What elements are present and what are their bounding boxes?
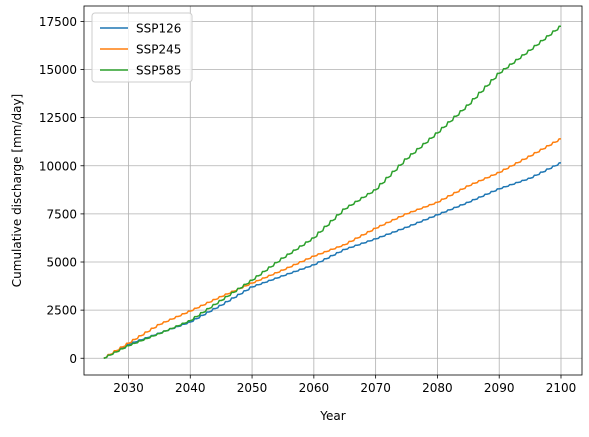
x-tick-label: 2100 (546, 381, 577, 395)
legend-label: SSP585 (136, 64, 181, 78)
axes (80, 5, 583, 379)
y-tick-label: 5000 (46, 256, 77, 270)
x-axis-label: Year (319, 409, 345, 423)
y-tick-label: 7500 (46, 207, 77, 221)
legend-label: SSP245 (136, 43, 181, 57)
y-tick-label: 10000 (39, 159, 77, 173)
legend-label: SSP126 (136, 22, 181, 36)
y-tick-label: 0 (69, 352, 77, 366)
x-tick-label: 2060 (299, 381, 330, 395)
x-tick-label: 2070 (360, 381, 391, 395)
legend: SSP126 SSP245 SSP585 (91, 12, 193, 83)
y-tick-label: 2500 (46, 304, 77, 318)
legend-box (91, 12, 193, 83)
series-lines (103, 25, 561, 359)
plot-frame (83, 5, 583, 376)
tick-labels: 2030 2040 2050 2060 2070 2080 2090 2100 0 2500 500… (39, 15, 576, 395)
series-line-ssp585 (103, 25, 561, 359)
y-axis-label: Cumulative discharge [mm/day] (10, 94, 24, 287)
x-tick-label: 2030 (113, 381, 144, 395)
y-tick-label: 12500 (39, 111, 77, 125)
x-tick-label: 2080 (422, 381, 453, 395)
series-line-ssp245 (103, 138, 561, 359)
x-tick-label: 2050 (237, 381, 268, 395)
x-tick-label: 2090 (484, 381, 515, 395)
y-tick-label: 17500 (39, 15, 77, 29)
y-tick-label: 15000 (39, 63, 77, 77)
x-tick-label: 2040 (175, 381, 206, 395)
